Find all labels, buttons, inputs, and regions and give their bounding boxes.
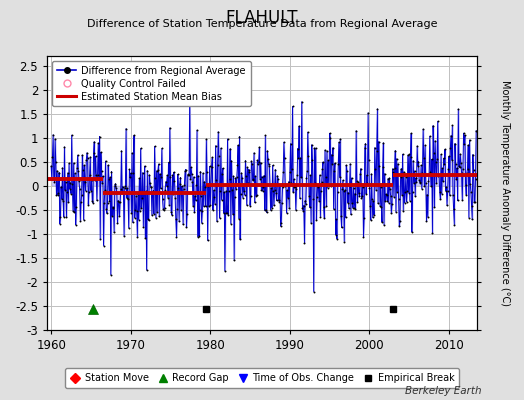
Text: FLAHULT: FLAHULT xyxy=(226,9,298,27)
Text: Difference of Station Temperature Data from Regional Average: Difference of Station Temperature Data f… xyxy=(87,19,437,29)
Text: Berkeley Earth: Berkeley Earth xyxy=(406,386,482,396)
Y-axis label: Monthly Temperature Anomaly Difference (°C): Monthly Temperature Anomaly Difference (… xyxy=(500,80,510,306)
Legend: Station Move, Record Gap, Time of Obs. Change, Empirical Break: Station Move, Record Gap, Time of Obs. C… xyxy=(65,368,459,388)
